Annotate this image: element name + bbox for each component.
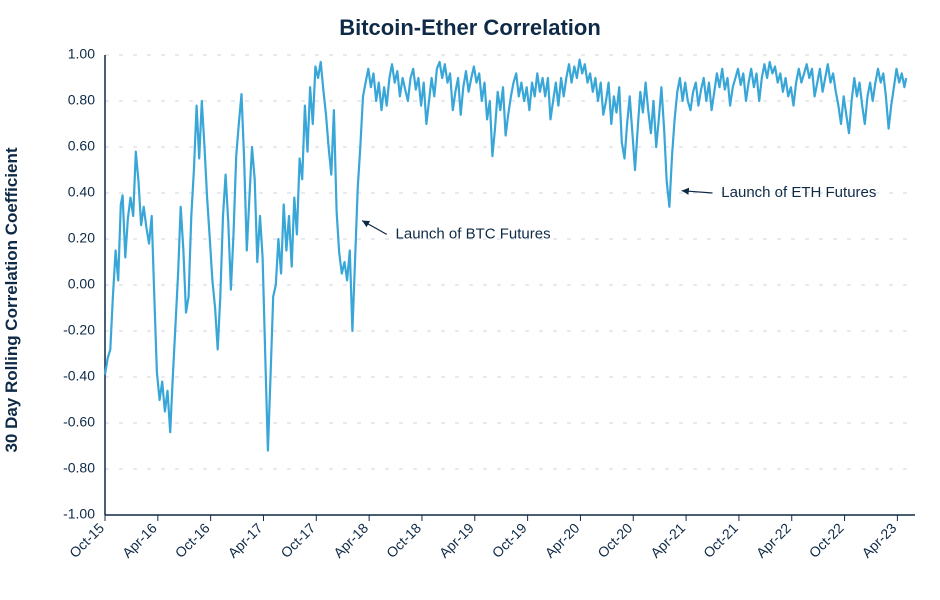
x-tick-label: Apr-16 xyxy=(119,520,160,561)
x-tick-label: Apr-21 xyxy=(647,520,688,561)
y-tick-label: -0.40 xyxy=(63,368,95,384)
x-tick-label: Apr-22 xyxy=(753,520,794,561)
correlation-line-chart: -1.00-0.80-0.60-0.40-0.200.000.200.400.6… xyxy=(105,55,915,515)
y-tick-label: 0.40 xyxy=(68,184,95,200)
y-axis-label: 30 Day Rolling Correlation Coefficient xyxy=(2,147,22,452)
chart-container: Bitcoin-Ether Correlation 30 Day Rolling… xyxy=(0,0,940,600)
x-tick-label: Oct-21 xyxy=(700,520,741,561)
y-tick-label: -0.80 xyxy=(63,460,95,476)
x-tick-label: Oct-20 xyxy=(594,520,635,561)
y-tick-label: 1.00 xyxy=(68,46,95,62)
y-tick-label: 0.00 xyxy=(68,276,95,292)
y-tick-label: 0.20 xyxy=(68,230,95,246)
x-tick-label: Oct-17 xyxy=(277,520,318,561)
x-tick-label: Apr-23 xyxy=(858,520,899,561)
x-tick-label: Oct-19 xyxy=(489,520,530,561)
y-tick-label: -0.20 xyxy=(63,322,95,338)
y-tick-label: -0.60 xyxy=(63,414,95,430)
annotation-label-0: Launch of BTC Futures xyxy=(396,225,551,242)
x-tick-label: Apr-17 xyxy=(225,520,266,561)
x-tick-label: Apr-19 xyxy=(436,520,477,561)
x-tick-label: Oct-18 xyxy=(383,520,424,561)
x-tick-label: Apr-18 xyxy=(330,520,371,561)
x-tick-label: Oct-16 xyxy=(172,520,213,561)
correlation-series-line xyxy=(105,60,906,451)
y-tick-label: 0.60 xyxy=(68,138,95,154)
y-tick-label: 0.80 xyxy=(68,92,95,108)
x-tick-label: Oct-22 xyxy=(806,520,847,561)
annotation-label-1: Launch of ETH Futures xyxy=(721,184,876,201)
x-tick-label: Oct-15 xyxy=(66,520,107,561)
x-tick-label: Apr-20 xyxy=(542,520,583,561)
plot-area: -1.00-0.80-0.60-0.40-0.200.000.200.400.6… xyxy=(105,55,915,515)
chart-title: Bitcoin-Ether Correlation xyxy=(0,15,940,41)
y-tick-label: -1.00 xyxy=(63,506,95,522)
